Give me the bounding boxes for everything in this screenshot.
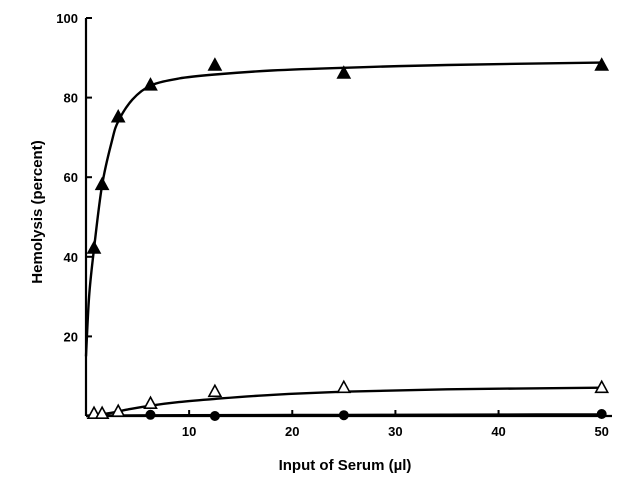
fit-curve-1	[84, 61, 602, 357]
y-tick-label: 20	[64, 329, 78, 344]
filled-triangle-point	[594, 57, 610, 71]
y-tick-label: 60	[64, 170, 78, 185]
filled-circle-point	[209, 411, 220, 421]
y-tick-label: 40	[64, 250, 78, 265]
filled-circle-point	[596, 409, 607, 420]
ticks: 20 40 60 80 100 10 20 30 40 50	[56, 11, 609, 439]
filled-triangle-point	[336, 65, 352, 79]
open-triangle-point	[110, 403, 126, 418]
filled-triangle-point	[207, 57, 223, 71]
y-tick-label: 80	[64, 91, 78, 106]
data-points	[86, 57, 610, 421]
filled-triangle-point	[86, 240, 102, 254]
x-tick-label: 50	[594, 424, 608, 439]
x-axis-title: Input of Serum (µl)	[279, 457, 412, 474]
open-triangle-point	[594, 379, 610, 394]
filled-circle-point	[338, 410, 349, 421]
filled-triangle-point	[94, 176, 110, 191]
x-tick-label: 40	[491, 424, 505, 439]
open-triangle-point	[207, 383, 223, 398]
filled-triangle-point	[143, 77, 158, 91]
axes	[84, 18, 612, 418]
open-triangle-point	[143, 395, 158, 410]
open-triangle-point	[94, 405, 110, 420]
open-triangle-point	[336, 379, 352, 394]
y-axis-title: Hemolysis (percent)	[29, 140, 46, 283]
y-tick-label: 100	[56, 11, 78, 26]
x-tick-label: 10	[182, 424, 196, 439]
x-tick-label: 20	[285, 424, 299, 439]
fitted-curves	[84, 61, 602, 418]
filled-circle-point	[145, 409, 156, 420]
filled-triangle-point	[110, 109, 126, 123]
x-tick-label: 30	[388, 424, 402, 439]
